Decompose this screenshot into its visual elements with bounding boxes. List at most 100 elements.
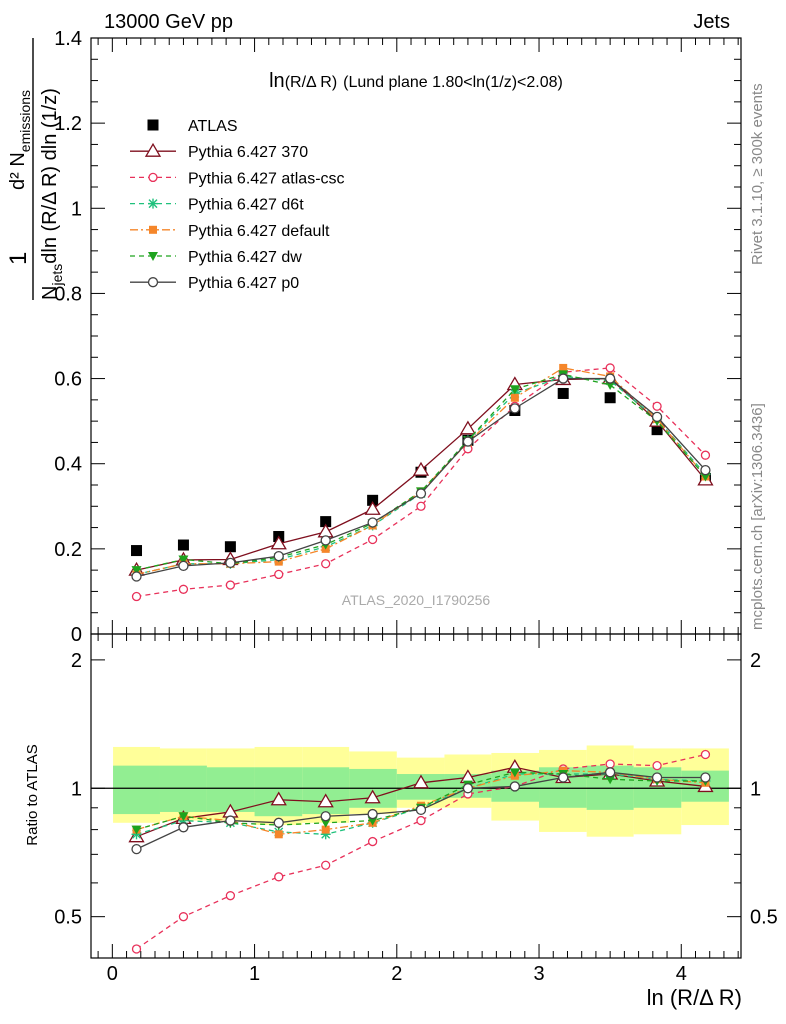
ratio-point-atlascsc [367,836,378,847]
y-tick-label: 0.2 [54,539,82,561]
y-tick-label: 0.8 [54,283,82,305]
point-p370 [364,500,381,515]
ratio-point-p0 [367,808,378,820]
point-atlas [320,516,332,528]
x-tick-label: 4 [676,963,687,985]
ratio-tick-label: 1 [71,778,82,800]
y-tick-label: 0.6 [54,369,82,391]
legend-entry-dw: Pythia 6.427 dw [130,249,302,266]
point-p0 [131,571,142,582]
legend-entry-d6t: Pythia 6.427 d6t [130,197,304,214]
point-atlascsc [652,401,662,411]
point-p0 [558,373,569,384]
point-default [510,393,519,402]
legend-entry-atlas: ATLAS [147,118,238,135]
x-tick-label: 0 [107,963,118,985]
legend-label: Pythia 6.427 default [188,223,330,240]
x-tick-label: 1 [249,963,260,985]
ratio-axis-label: Ratio to ATLAS [24,744,41,845]
rivet-label: Rivet 3.1.10, ≥ 300k events [749,83,766,265]
ratio-point-default [274,830,283,839]
point-atlas [651,424,663,436]
plot-title: ln(R/Δ R) (Lund plane 1.80<ln(1/z)<2.08) [269,70,563,92]
point-dw [178,555,189,565]
ratio-point-atlascsc [416,815,426,826]
ratio-point-atlascsc [605,759,615,769]
ratio-point-p0 [273,817,284,828]
ratio-point-p0 [558,772,569,783]
point-p0 [509,403,521,414]
point-p370 [270,535,287,550]
point-dw [509,385,520,395]
ratio-point-p370 [270,791,287,806]
ratio-point-p370 [364,789,381,804]
legend-entry-atlascsc: Pythia 6.427 atlas-csc [130,170,345,187]
ratio-band-inner [254,767,303,817]
point-atlascsc [416,501,426,511]
point-p0 [462,436,474,447]
legend-marker [148,172,158,183]
point-p0 [415,488,427,499]
series-line-atlascsc [136,367,706,598]
ratio-point-atlascsc [321,860,331,870]
legend-label: Pythia 6.427 p0 [188,275,299,292]
ratio-point-p370 [317,793,334,808]
point-p0 [700,464,711,476]
point-default [559,363,568,372]
point-dw [605,380,616,390]
point-atlas [177,539,189,551]
legend-label: Pythia 6.427 d6t [188,197,304,214]
ratio-point-p0 [131,843,142,855]
legend-label: Pythia 6.427 370 [188,144,308,161]
ratio-point-dw [131,825,142,835]
ratio-panel-series [128,749,714,954]
ratio-point-atlascsc [178,912,189,922]
y-tick-label: 1.2 [54,113,82,135]
y-tick-label: 1 [71,198,82,220]
ratio-point-p0 [462,783,474,794]
y-tick-label: 0.4 [54,454,82,476]
ratio-panel-frame [90,633,742,959]
ratio-point-dw [178,812,189,822]
point-p370 [412,461,430,476]
point-p0 [178,560,189,572]
point-atlascsc [274,569,284,580]
ratio-point-p0 [178,822,189,833]
main-panel-series [128,363,714,602]
ratio-point-atlascsc [700,749,711,760]
header-left: 13000 GeV pp [104,11,233,33]
analysis-id: ATLAS_2020_I1790256 [342,592,491,608]
legend-entry-p0: Pythia 6.427 p0 [130,275,299,292]
ratio-point-p0 [320,811,331,822]
legend-label: Pythia 6.427 atlas-csc [188,170,345,187]
legend-marker [149,225,157,234]
ratio-tick-label-right: 2 [750,650,761,672]
point-p370 [459,420,477,435]
ratio-point-p0 [509,781,521,792]
point-atlascsc [321,559,331,569]
ratio-point-default [321,825,330,834]
ratio-tick-label: 2 [71,650,82,672]
ratio-point-dw [320,818,331,828]
ratio-point-p0 [604,767,616,778]
point-atlas [604,392,616,404]
legend-marker [147,277,159,288]
ratio-point-dw [509,768,520,778]
legend-marker [144,142,162,157]
point-p0 [320,535,331,546]
y-axis-label: 1 d² Nemissions Njetsdln (R/Δ R) dln (1/… [5,38,65,300]
y-tick-label: 0 [71,624,82,646]
point-atlas [367,494,379,506]
legend-marker [147,119,159,131]
legend-entry-p370: Pythia 6.427 370 [130,142,308,161]
header-right: Jets [693,11,730,33]
point-p0 [225,557,236,569]
legend-marker [148,198,158,209]
marker-stroke [148,199,158,209]
point-atlascsc [605,363,615,373]
ratio-point-p0 [415,804,427,816]
legend-marker [148,252,158,261]
legend-label: Pythia 6.427 dw [188,249,302,266]
mcplots-label: mcplots.cern.ch [arXiv:1306.3436] [749,403,766,630]
